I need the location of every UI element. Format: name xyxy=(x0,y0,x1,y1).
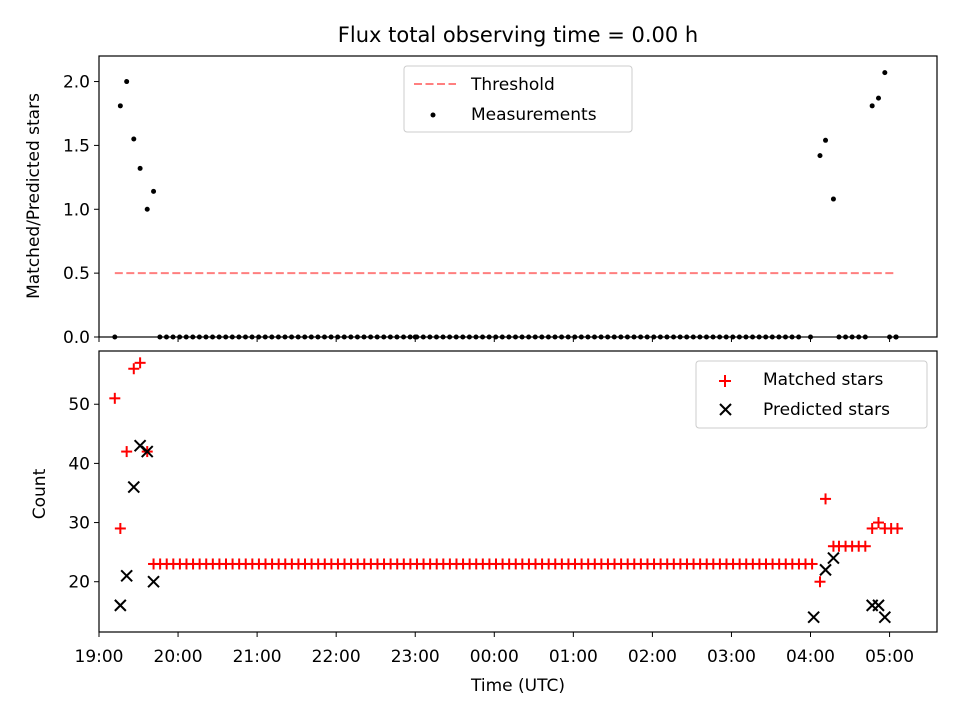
legend-threshold-label: Threshold xyxy=(470,75,555,95)
matched-star-point xyxy=(891,522,903,534)
x-tick-label: 00:00 xyxy=(470,647,519,667)
legend-predicted-label: Predicted stars xyxy=(763,400,890,420)
measurement-point xyxy=(875,95,881,101)
measurement-point xyxy=(117,103,123,109)
bottom-legend-box xyxy=(695,360,928,429)
legend-predicted-marker xyxy=(719,403,732,416)
predicted-star-point xyxy=(872,599,885,612)
top-x-ticks xyxy=(98,337,891,342)
matched-star-point xyxy=(814,576,826,588)
x-tick-label: 03:00 xyxy=(707,647,756,667)
legend-measurements-marker xyxy=(430,112,436,118)
top-y-tick-label: 0.0 xyxy=(63,328,90,348)
x-tick-label: 23:00 xyxy=(391,647,440,667)
x-tick-label: 02:00 xyxy=(628,647,677,667)
measurement-point xyxy=(823,137,829,143)
matched-star-point xyxy=(121,446,133,458)
top-panel: 0.00.51.01.52.0 Matched/Predicted stars … xyxy=(24,55,938,348)
matched-star-point xyxy=(128,363,140,375)
predicted-star-point xyxy=(114,599,127,612)
predicted-star-point xyxy=(878,611,892,624)
bottom-legend: Matched stars Predicted stars xyxy=(695,360,928,429)
predicted-star-point xyxy=(147,575,160,588)
top-axes-frame xyxy=(98,55,938,338)
top-y-tick-label: 2.0 xyxy=(63,73,90,93)
matched-star-point xyxy=(859,540,871,552)
top-legend-box xyxy=(403,65,633,133)
bottom-x-ticks: 19:00 20:00 21:00 22:00 23:00 00:00 01:00 02:00… xyxy=(75,632,914,667)
bottom-y-tick-label: 50 xyxy=(68,395,90,415)
top-y-tick-label: 0.5 xyxy=(63,264,90,284)
top-y-tick-label: 1.5 xyxy=(63,136,90,156)
predicted-star-point xyxy=(827,551,840,565)
measurement-point xyxy=(137,165,143,171)
matched-star-point xyxy=(114,522,126,534)
legend-measurements-label: Measurements xyxy=(471,105,597,125)
predicted-star-point xyxy=(819,563,832,577)
measurement-point xyxy=(124,79,130,85)
measurement-point xyxy=(131,136,137,142)
predicted-star-point xyxy=(807,611,820,624)
x-tick-label: 01:00 xyxy=(549,647,598,667)
top-y-tick-label: 1.0 xyxy=(63,200,90,220)
matched-star-point xyxy=(872,517,884,529)
top-y-ticks: 0.0 0.5 1.0 1.5 2.0 xyxy=(63,73,99,348)
matched-star-point xyxy=(109,392,121,404)
bottom-y-tick-label: 30 xyxy=(68,514,90,534)
measurement-point xyxy=(869,103,875,109)
top-y-axis-label: Matched/Predicted stars xyxy=(24,93,44,299)
matched-star-point xyxy=(866,522,878,534)
x-tick-label: 04:00 xyxy=(786,647,835,667)
x-tick-label: 21:00 xyxy=(233,647,282,667)
bottom-y-axis-label: Count xyxy=(30,468,50,519)
measurement-point xyxy=(817,153,823,159)
matched-star-point xyxy=(806,558,818,570)
legend-matched-marker xyxy=(719,375,731,387)
measurement-point xyxy=(882,70,888,76)
matched-star-point xyxy=(820,493,832,505)
x-tick-label: 22:00 xyxy=(312,647,361,667)
predicted-star-point xyxy=(127,480,140,494)
predicted-star-point xyxy=(141,445,154,458)
bottom-y-tick-label: 20 xyxy=(68,573,90,593)
chart-title: Flux total observing time = 0.00 h xyxy=(338,23,698,47)
measurement-point xyxy=(144,206,150,212)
legend-matched-label: Matched stars xyxy=(763,370,883,390)
predicted-star-point xyxy=(120,569,133,583)
x-tick-label: 05:00 xyxy=(865,647,914,667)
top-legend: Threshold Measurements xyxy=(403,65,633,133)
x-axis-label: Time (UTC) xyxy=(470,676,565,696)
bottom-panel: 20 30 40 50 19:00 20:00 21:00 22:00 23:00 00:00 0… xyxy=(30,350,938,696)
x-tick-label: 19:00 xyxy=(75,647,124,667)
matched-star-point xyxy=(134,357,146,369)
bottom-y-tick-label: 40 xyxy=(68,454,90,474)
bottom-axes-frame xyxy=(98,350,938,633)
bottom-y-ticks: 20 30 40 50 xyxy=(68,395,99,593)
measurement-point xyxy=(830,196,836,202)
x-tick-label: 20:00 xyxy=(154,647,203,667)
bottom-plot-area xyxy=(109,357,903,624)
measurement-point xyxy=(151,188,157,194)
